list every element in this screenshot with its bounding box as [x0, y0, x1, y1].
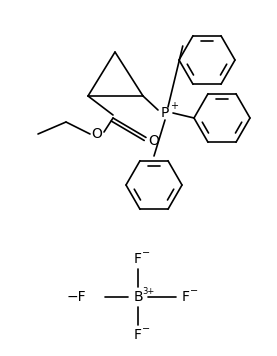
Text: −F: −F	[66, 290, 86, 304]
Text: F: F	[134, 252, 142, 266]
Text: F: F	[134, 328, 142, 342]
Text: −: −	[142, 324, 150, 334]
Text: F: F	[182, 290, 190, 304]
Text: −: −	[190, 286, 198, 296]
Text: O: O	[148, 134, 160, 148]
Text: O: O	[92, 127, 102, 141]
Text: +: +	[170, 101, 178, 111]
Text: P: P	[161, 106, 169, 120]
Text: B: B	[133, 290, 143, 304]
Text: 3+: 3+	[142, 287, 154, 295]
Text: −: −	[142, 248, 150, 258]
